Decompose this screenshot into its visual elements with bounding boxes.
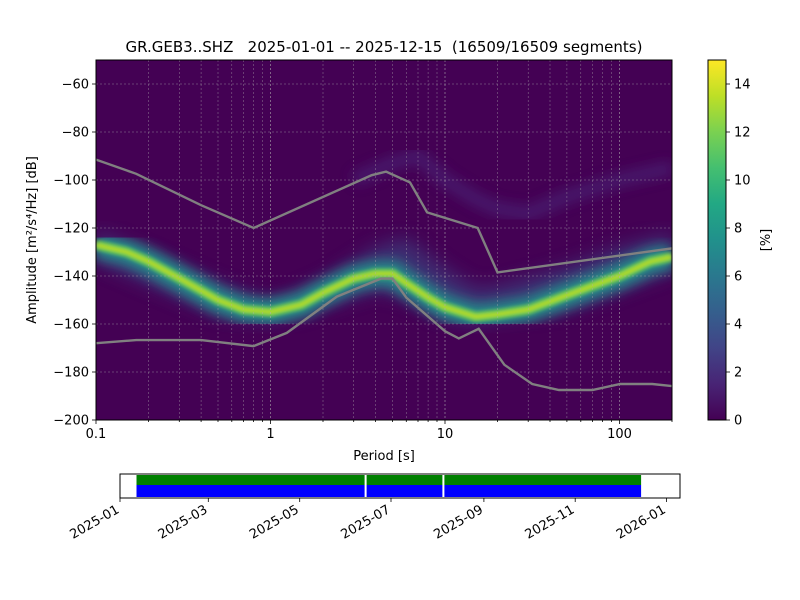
y-tick-label: −80 [62, 126, 89, 141]
colorbar-scale [707, 59, 727, 421]
x-axis-label: Period [s] [353, 449, 415, 464]
colorbar-label: [%] [759, 229, 774, 252]
coverage-bar-bottom [136, 485, 642, 497]
grid-lines [96, 60, 672, 420]
colorbar-tick-label: 10 [734, 174, 751, 189]
plot-frame [95, 59, 673, 421]
colorbar-tick-label: 8 [734, 222, 742, 237]
density-mode-peak [96, 242, 672, 319]
coverage-bar-top [136, 475, 642, 485]
x-tick-label: 1 [266, 427, 274, 442]
upper-noise-model-line [96, 158, 672, 274]
timeline-tick-label: 2025-09 [431, 502, 486, 542]
y-tick-label: −60 [62, 78, 89, 93]
ppsd-plot-area: 0.1 1 10 100 −200 −180 −160 −140 −120 −100 −80 −60 [53, 59, 673, 442]
density-faint-band [350, 148, 672, 221]
timeline-frame [119, 473, 681, 499]
y-axis-label: Amplitude [m²/s⁴/Hz] [dB] [25, 156, 40, 324]
x-tick-label: 0.1 [86, 427, 107, 442]
x-tick-label: 100 [607, 427, 632, 442]
timeline-tick-label: 2025-01 [67, 502, 122, 542]
y-tick-label: −160 [53, 318, 89, 333]
colorbar-tick-label: 4 [734, 318, 742, 333]
plot-background [96, 60, 672, 420]
timeline-tick-label: 2025-11 [523, 502, 578, 542]
data-coverage-timeline: 2025-01 2025-03 2025-05 2025-07 2025-09 2025-… [67, 473, 681, 543]
y-tick-label: −200 [53, 414, 89, 429]
colorbar-tick-label: 0 [734, 414, 742, 429]
y-axis: −200 −180 −160 −140 −120 −100 −80 −60 [53, 78, 96, 429]
x-tick-label: 10 [437, 427, 454, 442]
timeline-tick-label: 2026-01 [614, 502, 669, 542]
colorbar-tick-label: 12 [734, 126, 751, 141]
colorbar-ticks: 0 2 4 6 8 10 12 14 [726, 78, 751, 429]
y-tick-label: −180 [53, 366, 89, 381]
y-tick-label: −120 [53, 222, 89, 237]
colorbar-tick-label: 6 [734, 270, 742, 285]
chart-title: GR.GEB3..SHZ 2025-01-01 -- 2025-12-15 (1… [126, 38, 643, 56]
timeline-tick-label: 2025-03 [156, 502, 211, 542]
colorbar-tick-label: 14 [734, 78, 751, 93]
lower-noise-model-line [96, 277, 672, 392]
timeline-tick-label: 2025-07 [338, 502, 393, 542]
timeline-tick-label: 2025-05 [247, 502, 302, 542]
x-axis: 0.1 1 10 100 [86, 420, 673, 442]
noise-models [96, 158, 672, 392]
y-tick-label: −140 [53, 270, 89, 285]
colorbar: 0 2 4 6 8 10 12 14 [707, 59, 751, 429]
y-tick-label: −100 [53, 174, 89, 189]
colorbar-tick-label: 2 [734, 366, 742, 381]
